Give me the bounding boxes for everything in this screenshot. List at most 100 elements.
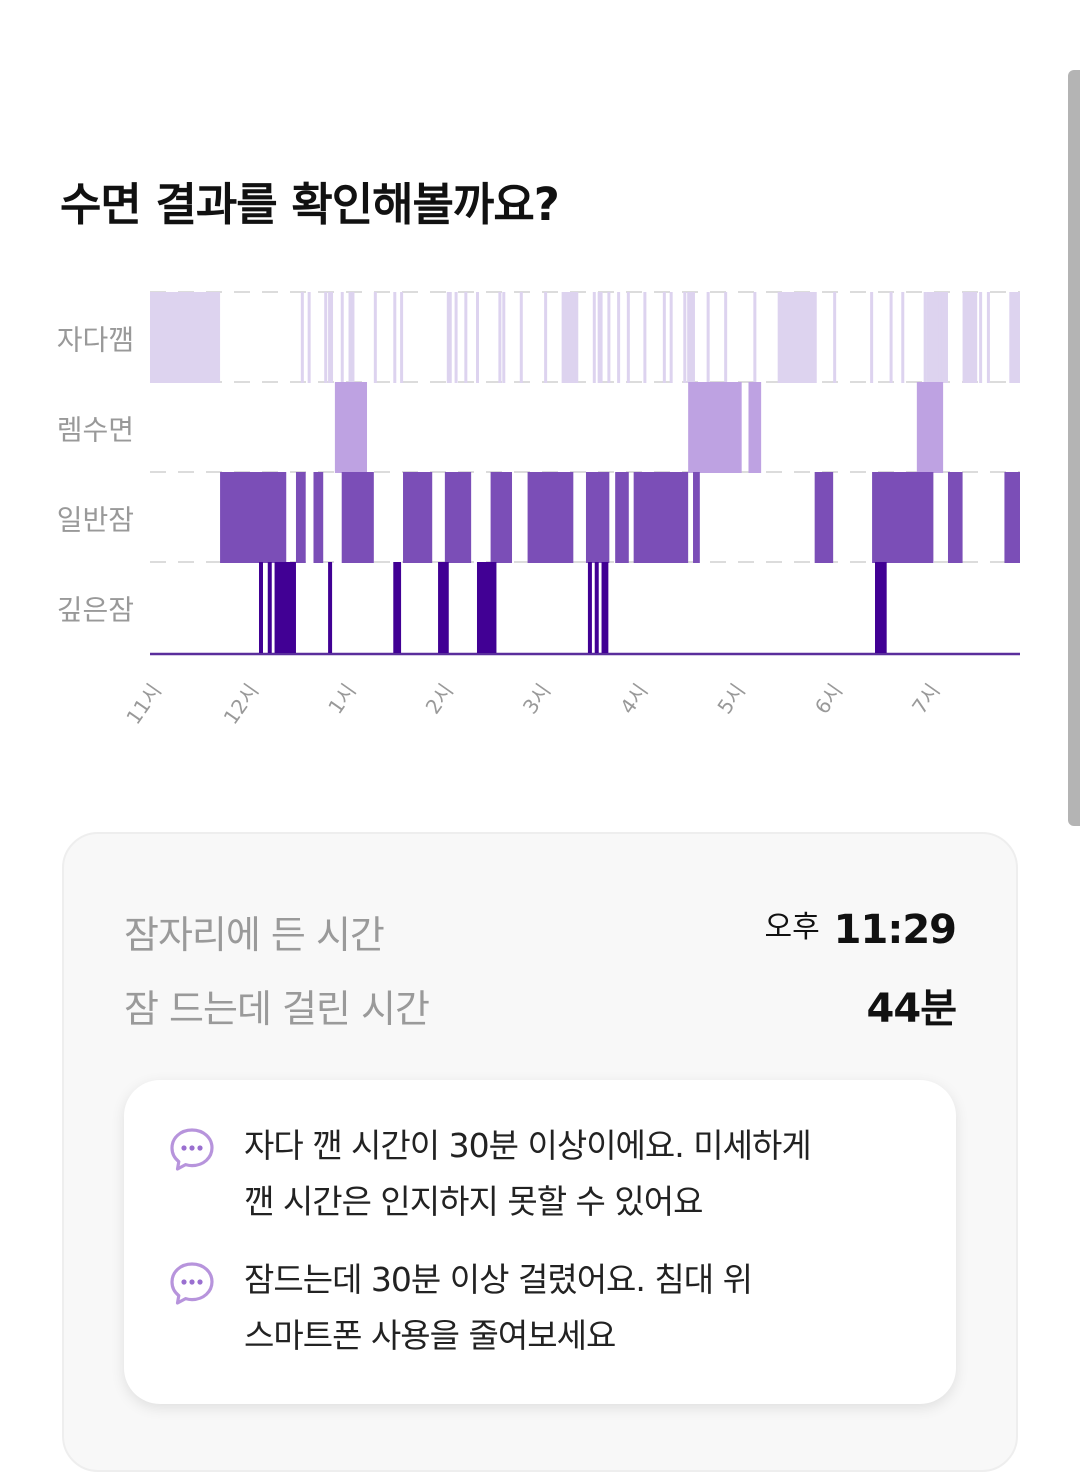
- sleep-summary-card: 잠자리에 든 시간 오후 11:29 잠 드는데 걸린 시간 44분 자다 깬 시…: [62, 832, 1018, 1472]
- bar-awake: [777, 292, 817, 383]
- tip-text: 자다 깬 시간이 30분 이상이에요. 미세하게 깬 시간은 인지하지 못할 수 …: [244, 1126, 812, 1221]
- bar-awake-blip: [938, 292, 942, 383]
- bar-awake: [150, 292, 221, 383]
- chart-bars: [150, 292, 1020, 653]
- bar-awake-blip: [476, 292, 480, 383]
- bar-awake-blip: [575, 292, 579, 383]
- hour-tick-label: 6시: [810, 679, 848, 718]
- bar-awake-blip: [986, 292, 990, 383]
- bar-awake-blip: [502, 292, 506, 383]
- bar-awake-blip: [833, 292, 837, 383]
- scrollbar[interactable]: [1068, 70, 1080, 826]
- bar-awake-blip: [340, 292, 344, 383]
- bar-light-sleep: [341, 472, 374, 563]
- bedtime-row: 잠자리에 든 시간 오후 11:29: [124, 896, 957, 957]
- bar-light-sleep: [295, 472, 306, 563]
- bar-deep-sleep: [587, 562, 592, 653]
- bar-awake-blip: [923, 292, 927, 383]
- bar-awake-blip: [348, 292, 352, 383]
- sleep-latency-value: 44분: [866, 976, 957, 1034]
- bar-awake-blip: [813, 292, 817, 383]
- bar-awake-blip: [607, 292, 611, 383]
- bedtime-value: 오후 11:29: [764, 902, 957, 953]
- hour-tick-label: 2시: [421, 679, 459, 718]
- bar-awake: [687, 292, 695, 383]
- hour-tick-label: 3시: [518, 679, 556, 718]
- bar-deep-sleep: [875, 562, 887, 653]
- bar-awake-blip: [965, 292, 969, 383]
- hour-tick-label: 1시: [323, 679, 361, 718]
- bar-awake: [962, 292, 978, 383]
- bar-awake-blip: [330, 292, 334, 383]
- bar-awake-blip: [544, 292, 548, 383]
- hour-tick-label: 11시: [121, 679, 166, 729]
- bar-awake-blip: [790, 292, 794, 383]
- bar-deep-sleep: [274, 562, 296, 653]
- bar-awake-blip: [448, 292, 452, 383]
- bar-deep-sleep: [594, 562, 599, 653]
- bar-deep-sleep: [393, 562, 402, 653]
- bar-awake-blip: [351, 292, 355, 383]
- bar-light-sleep: [814, 472, 834, 563]
- hour-tick-label: 12시: [219, 679, 264, 729]
- sleep-latency-row: 잠 드는데 걸린 시간 44분: [124, 970, 957, 1032]
- bar-deep-sleep: [328, 562, 333, 653]
- bar-awake-blip: [498, 292, 502, 383]
- chat-bubble-icon: [170, 1128, 214, 1171]
- bar-awake-blip: [626, 292, 630, 383]
- bar-awake-blip: [901, 292, 905, 383]
- bar-awake-blip: [393, 292, 397, 383]
- bar-awake-blip: [617, 292, 621, 383]
- bar-awake-blip: [662, 292, 666, 383]
- stage-label: 자다깸: [57, 324, 134, 357]
- bar-awake-blip: [870, 292, 874, 383]
- bar-deep-sleep: [601, 562, 609, 653]
- bar-light-sleep: [444, 472, 472, 563]
- stage-label: 일반잠: [57, 504, 134, 537]
- stage-label: 렘수면: [57, 414, 134, 447]
- bar-awake-blip: [669, 292, 673, 383]
- bar-awake-blip: [400, 292, 404, 383]
- bar-awake-blip: [753, 292, 757, 383]
- bar-light-sleep: [585, 472, 610, 563]
- bar-awake-blip: [328, 292, 332, 383]
- stage-label: 깊은잠: [57, 594, 134, 627]
- bar-light-sleep: [693, 472, 700, 563]
- bar-awake: [1009, 292, 1020, 383]
- bedtime-ampm: 오후: [764, 910, 820, 945]
- bar-deep-sleep: [258, 562, 263, 653]
- chat-bubble-icon: [170, 1262, 214, 1305]
- bar-rem: [334, 382, 368, 473]
- hour-tick-label: 4시: [615, 679, 653, 718]
- bar-awake-blip: [597, 292, 601, 383]
- bedtime-label: 잠자리에 든 시간: [124, 913, 385, 957]
- bar-awake-blip: [464, 292, 468, 383]
- bar-light-sleep: [872, 472, 934, 563]
- bar-awake-blip: [446, 292, 450, 383]
- bar-awake-blip: [889, 292, 893, 383]
- bar-light-sleep: [633, 472, 689, 563]
- hour-tick-label: 7시: [907, 679, 945, 718]
- bar-awake-blip: [300, 292, 304, 383]
- bar-awake-blip: [599, 292, 603, 383]
- bar-awake-blip: [307, 292, 311, 383]
- bar-awake: [926, 292, 948, 383]
- sleep-latency-minutes: 44분: [866, 986, 957, 1032]
- bar-rem: [748, 382, 762, 473]
- bar-light-sleep: [527, 472, 574, 563]
- bar-awake-blip: [519, 292, 523, 383]
- bar-awake-blip: [643, 292, 647, 383]
- bar-awake-blip: [724, 292, 728, 383]
- bedtime-time: 11:29: [833, 907, 957, 953]
- bar-light-sleep: [947, 472, 963, 563]
- bar-awake-blip: [979, 292, 983, 383]
- bar-light-sleep: [490, 472, 513, 563]
- bar-awake-blip: [454, 292, 458, 383]
- bar-deep-sleep: [267, 562, 272, 653]
- bar-rem: [688, 382, 742, 473]
- bar-light-sleep: [220, 472, 287, 563]
- bar-rem: [916, 382, 944, 473]
- sleep-tips-box: 자다 깬 시간이 30분 이상이에요. 미세하게 깬 시간은 인지하지 못할 수 …: [124, 1080, 956, 1404]
- bar-awake-blip: [683, 292, 687, 383]
